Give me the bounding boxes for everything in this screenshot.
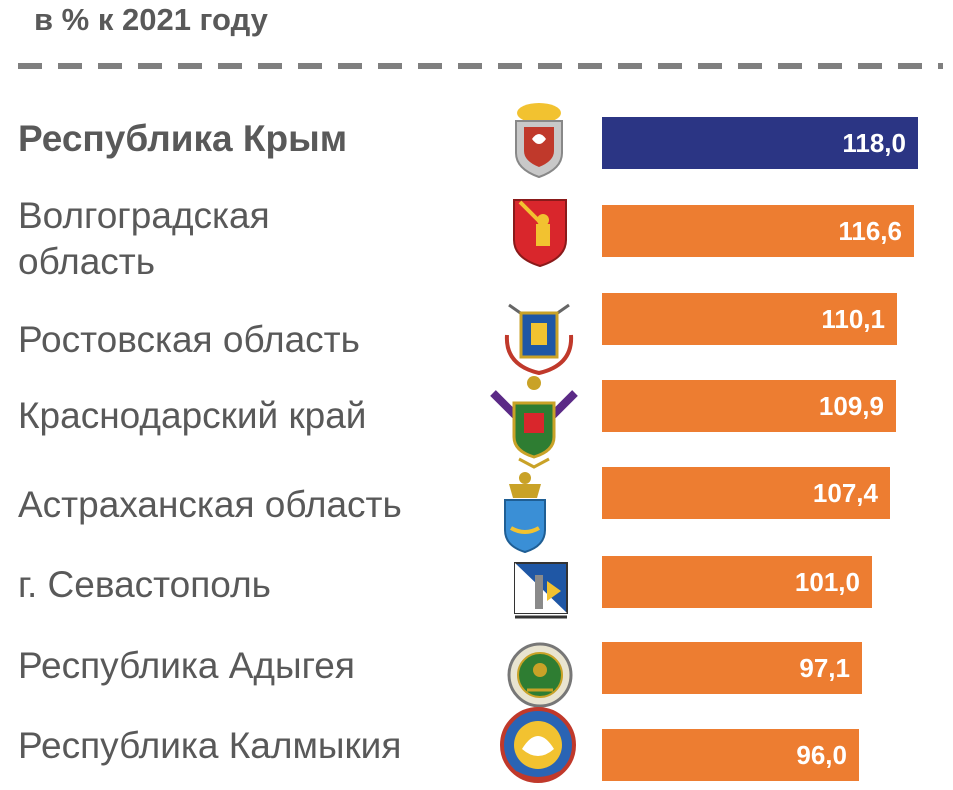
bar-value-label: 118,0	[842, 128, 906, 158]
bar-crimea: 118,0	[602, 117, 918, 169]
adygea-emblem-icon	[505, 640, 575, 715]
kalmykia-emblem-icon	[498, 705, 578, 790]
category-label-crimea: Республика Крым	[18, 118, 348, 159]
bar-volgograd: 116,6	[602, 205, 914, 257]
category-label-krasnodar: Краснодарский край	[18, 395, 367, 436]
category-label-adygea: Республика Адыгея	[18, 645, 355, 686]
crimea-emblem-icon	[494, 99, 584, 188]
bar-value-label: 96,0	[796, 740, 847, 770]
bar-sevastopol: 101,0	[602, 556, 872, 608]
bar-value-label: 109,9	[818, 391, 884, 421]
volgograd-emblem-icon	[510, 196, 570, 273]
rostov-emblem-icon	[499, 295, 579, 384]
bar-kalmykia: 96,0	[602, 729, 859, 781]
bar-rostov: 110,1	[602, 293, 897, 345]
bar-krasnodar: 109,9	[602, 380, 896, 432]
bar-astrakhan: 107,4	[602, 467, 890, 519]
sevastopol-emblem-icon	[513, 561, 569, 630]
dashed-divider	[18, 63, 943, 69]
category-label-kalmykia: Республика Калмыкия	[18, 725, 402, 766]
bar-adygea: 97,1	[602, 642, 862, 694]
bar-value-label: 107,4	[812, 478, 878, 508]
astrakhan-emblem-icon	[503, 470, 547, 559]
bar-value-label: 110,1	[821, 304, 885, 334]
krasnodar-emblem-icon	[489, 373, 579, 474]
chart-subtitle: в % к 2021 году	[34, 2, 268, 37]
category-label-sevastopol: г. Севастополь	[18, 564, 271, 605]
bar-value-label: 116,6	[838, 216, 902, 246]
category-label-rostov: Ростовская область	[18, 319, 360, 360]
bar-value-label: 97,1	[799, 653, 850, 683]
category-label-volgograd: Волгоградская область	[18, 195, 270, 283]
category-label-astrakhan: Астраханская область	[18, 484, 402, 525]
bar-value-label: 101,0	[794, 567, 860, 597]
